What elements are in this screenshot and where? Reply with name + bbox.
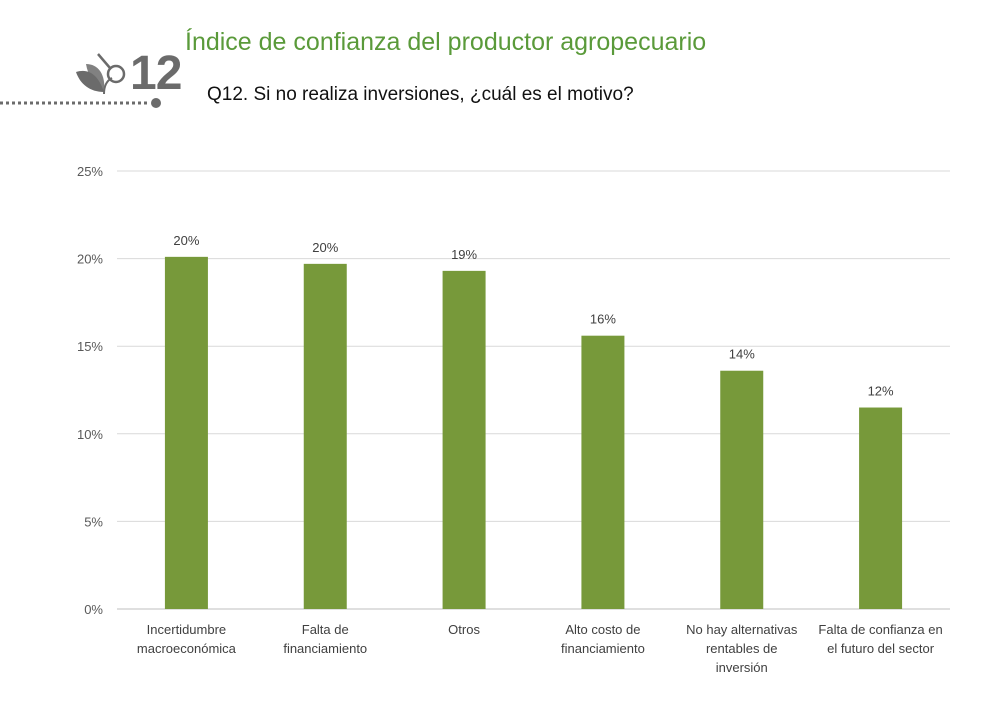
x-tick-label: inversión bbox=[716, 660, 768, 675]
y-tick-label: 0% bbox=[84, 602, 103, 617]
x-tick-label: rentables de bbox=[706, 641, 778, 656]
x-tick-label: financiamiento bbox=[561, 641, 645, 656]
bar bbox=[442, 270, 486, 609]
data-label: 20% bbox=[173, 233, 199, 248]
question-title: Q12. Si no realiza inversiones, ¿cuál es… bbox=[207, 84, 634, 105]
dotted-divider bbox=[0, 98, 161, 108]
x-tick-label: macroeconómica bbox=[137, 641, 237, 656]
bar bbox=[859, 407, 903, 609]
x-tick-label: Falta de confianza en bbox=[818, 622, 942, 637]
x-tick-label: financiamiento bbox=[283, 641, 367, 656]
section-number: 12 bbox=[130, 47, 182, 100]
leaf-icon bbox=[76, 53, 126, 95]
data-label: 14% bbox=[729, 347, 755, 362]
data-label: 16% bbox=[590, 312, 616, 327]
data-label: 12% bbox=[868, 384, 894, 399]
bar bbox=[581, 335, 625, 609]
bar bbox=[303, 263, 347, 609]
bar bbox=[164, 256, 208, 609]
x-tick-label: el futuro del sector bbox=[827, 641, 935, 656]
x-tick-label: Falta de bbox=[302, 622, 349, 637]
y-tick-label: 25% bbox=[77, 164, 103, 179]
x-tick-label: Incertidumbre bbox=[147, 622, 226, 637]
y-tick-label: 5% bbox=[84, 514, 103, 529]
page-title: Índice de confianza del productor agrope… bbox=[185, 28, 707, 56]
data-label: 19% bbox=[451, 247, 477, 262]
y-tick-label: 15% bbox=[77, 339, 103, 354]
data-label: 20% bbox=[312, 240, 338, 255]
bar bbox=[720, 370, 764, 609]
x-tick-label: No hay alternativas bbox=[686, 622, 798, 637]
x-tick-label: Otros bbox=[448, 622, 480, 637]
x-tick-label: Alto costo de bbox=[565, 622, 640, 637]
y-tick-label: 10% bbox=[77, 427, 103, 442]
y-tick-label: 20% bbox=[77, 252, 103, 267]
